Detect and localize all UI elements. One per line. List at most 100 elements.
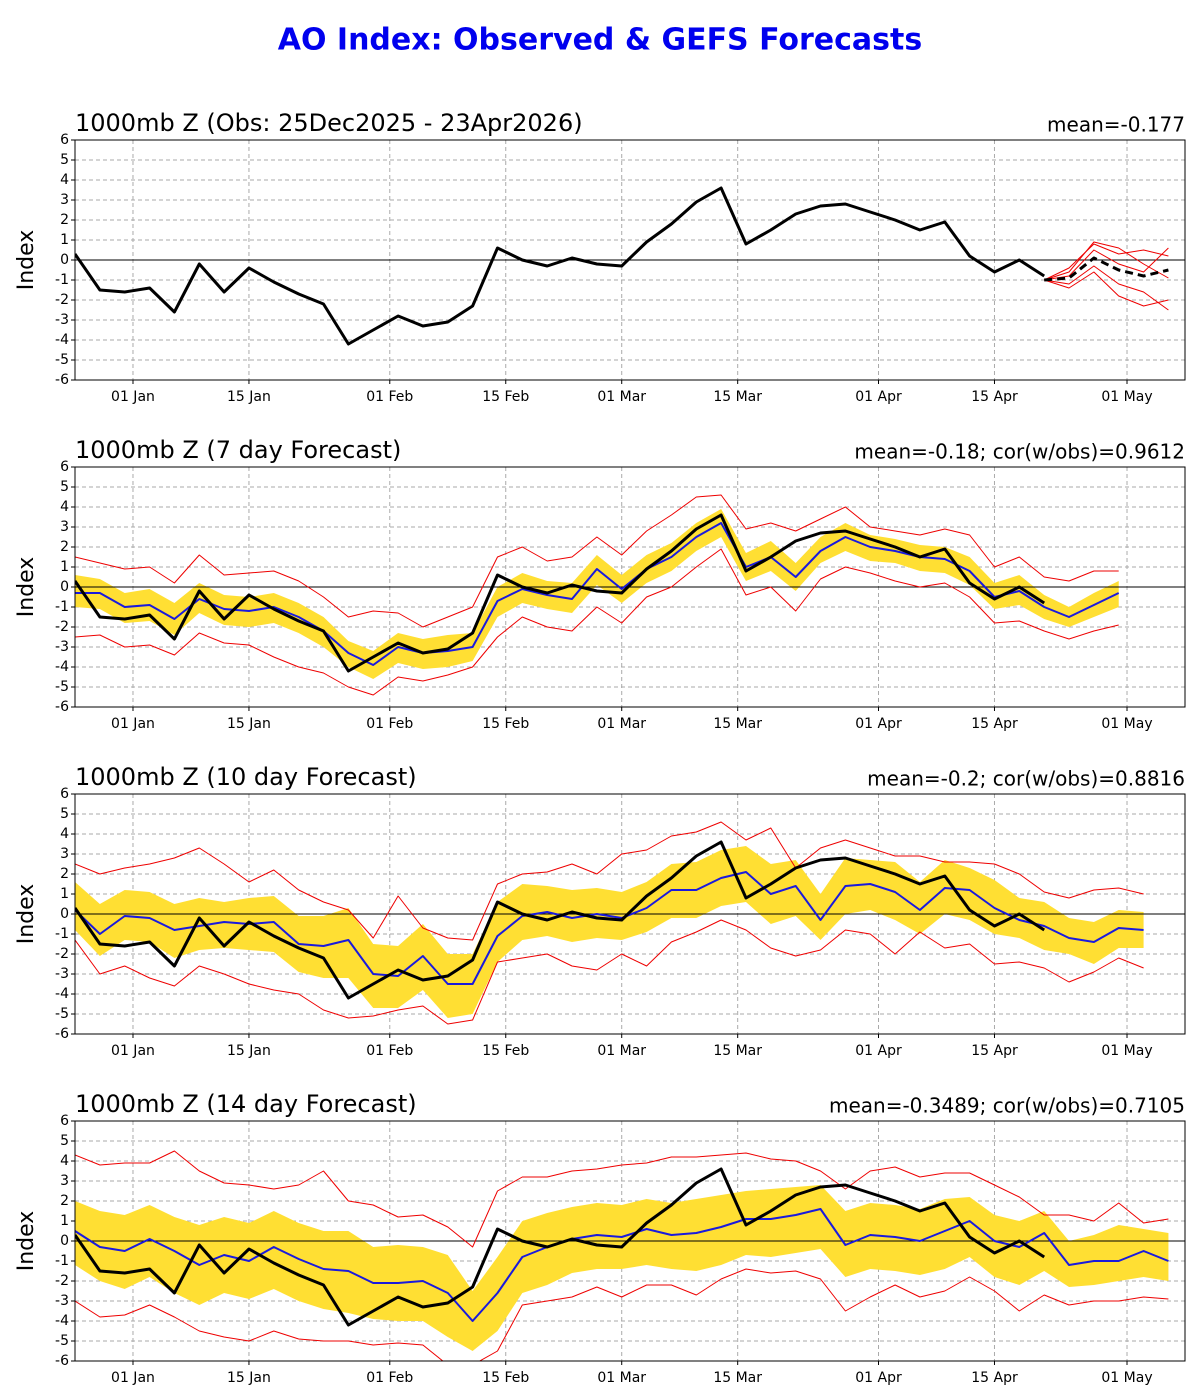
y-tick-label: 4	[60, 1153, 69, 1169]
y-tick-label: -2	[55, 946, 69, 962]
x-tick-label: 15 Mar	[713, 1043, 762, 1059]
plot-frame	[74, 1120, 1186, 1362]
series-line	[1044, 265, 1169, 311]
y-tick-label: 6	[60, 459, 69, 475]
series-line	[1044, 247, 1169, 281]
y-tick-label: 4	[60, 172, 69, 188]
series-line	[75, 494, 1119, 628]
series-line	[75, 548, 1119, 696]
y-tick-label: 1	[60, 1213, 69, 1229]
y-tick-label: -3	[55, 966, 69, 982]
y-tick-label: 3	[60, 192, 69, 208]
y-tick-label: 1	[60, 232, 69, 248]
series-line	[1044, 271, 1169, 307]
x-tick-label: 01 Feb	[366, 389, 413, 405]
plot-frame	[74, 793, 1186, 1035]
x-tick-label: 01 Apr	[855, 1043, 902, 1059]
x-tick-label: 15 Feb	[482, 389, 529, 405]
x-tick-label: 15 Apr	[971, 1043, 1018, 1059]
series-line	[75, 821, 1144, 941]
y-tick-label: -5	[55, 352, 69, 368]
y-axis-label: Index	[14, 557, 39, 618]
x-tick-label: 15 Jan	[227, 1043, 271, 1059]
y-tick-label: -3	[55, 312, 69, 328]
x-tick-label: 01 Mar	[597, 1370, 646, 1386]
figure-title: AO Index: Observed & GEFS Forecasts	[278, 23, 922, 58]
y-tick-label: -6	[55, 1026, 69, 1042]
x-tick-label: 15 Feb	[482, 1043, 529, 1059]
y-tick-label: 5	[60, 479, 69, 495]
y-tick-label: 1	[60, 886, 69, 902]
plot-frame	[74, 139, 1186, 381]
series-line	[75, 513, 1046, 673]
series-line	[75, 522, 1120, 666]
y-tick-label: -6	[55, 1353, 69, 1369]
x-tick-label: 01 Jan	[111, 389, 155, 405]
x-tick-label: 15 Mar	[713, 716, 762, 732]
y-tick-label: -2	[55, 1273, 69, 1289]
x-tick-label: 01 Mar	[597, 716, 646, 732]
x-tick-label: 01 May	[1101, 716, 1152, 732]
plot-frame	[74, 466, 1186, 708]
panel-title: 1000mb Z (10 day Forecast)	[75, 763, 417, 791]
y-tick-label: -5	[55, 679, 69, 695]
y-tick-label: 0	[60, 1233, 69, 1249]
y-tick-label: 6	[60, 1113, 69, 1129]
y-tick-label: 0	[60, 252, 69, 268]
panel: 1000mb Z (14 day Forecast) mean=-0.3489; …	[14, 1090, 1186, 1386]
panel-title: 1000mb Z (7 day Forecast)	[75, 436, 401, 464]
x-tick-label: 15 Mar	[713, 389, 762, 405]
series-line	[1043, 243, 1169, 281]
y-tick-label: 5	[60, 806, 69, 822]
y-tick-label: 2	[60, 539, 69, 555]
y-tick-label: -6	[55, 372, 69, 388]
plot-area	[75, 821, 1185, 1025]
x-tick-label: 01 Mar	[597, 389, 646, 405]
y-tick-label: 2	[60, 1193, 69, 1209]
plot-area	[75, 1150, 1185, 1361]
y-tick-label: -6	[55, 699, 69, 715]
y-tick-label: -2	[55, 292, 69, 308]
y-tick-label: 6	[60, 786, 69, 802]
y-tick-label: 4	[60, 499, 69, 515]
series-line	[75, 1150, 1169, 1248]
y-tick-label: -1	[55, 926, 69, 942]
x-tick-label: 01 Apr	[855, 1370, 902, 1386]
y-tick-label: -3	[55, 1293, 69, 1309]
y-tick-label: -1	[55, 1253, 69, 1269]
y-tick-label: -1	[55, 272, 69, 288]
panel-title: 1000mb Z (Obs: 25Dec2025 - 23Apr2026)	[75, 109, 583, 137]
x-tick-label: 01 Jan	[111, 716, 155, 732]
y-tick-label: -5	[55, 1333, 69, 1349]
series-line	[75, 1208, 1169, 1322]
y-tick-label: 5	[60, 152, 69, 168]
series-line	[75, 186, 1046, 346]
panel-title: 1000mb Z (14 day Forecast)	[75, 1090, 417, 1118]
y-axis-label: Index	[14, 1211, 39, 1272]
series-line	[75, 919, 1144, 1025]
y-tick-label: 1	[60, 559, 69, 575]
y-tick-label: -4	[55, 1313, 69, 1329]
y-tick-label: 3	[60, 846, 69, 862]
x-tick-label: 15 Jan	[227, 1370, 271, 1386]
x-tick-label: 01 May	[1101, 1370, 1152, 1386]
x-tick-label: 15 Feb	[482, 1370, 529, 1386]
y-tick-label: 3	[60, 1173, 69, 1189]
x-tick-label: 01 Jan	[111, 1370, 155, 1386]
series-line	[1044, 256, 1169, 282]
x-tick-label: 01 May	[1101, 1043, 1152, 1059]
y-tick-label: 0	[60, 579, 69, 595]
y-tick-label: -4	[55, 986, 69, 1002]
series-line	[75, 1167, 1046, 1327]
y-tick-label: -4	[55, 659, 69, 675]
y-axis-label: Index	[14, 884, 39, 945]
plot-area	[75, 186, 1185, 346]
x-tick-label: 15 Mar	[713, 1370, 762, 1386]
x-tick-label: 01 Jan	[111, 1043, 155, 1059]
panel: 1000mb Z (7 day Forecast) mean=-0.18; cor…	[14, 436, 1186, 732]
series-line	[75, 840, 1046, 1000]
x-tick-label: 15 Feb	[482, 716, 529, 732]
series-line	[75, 1268, 1169, 1361]
